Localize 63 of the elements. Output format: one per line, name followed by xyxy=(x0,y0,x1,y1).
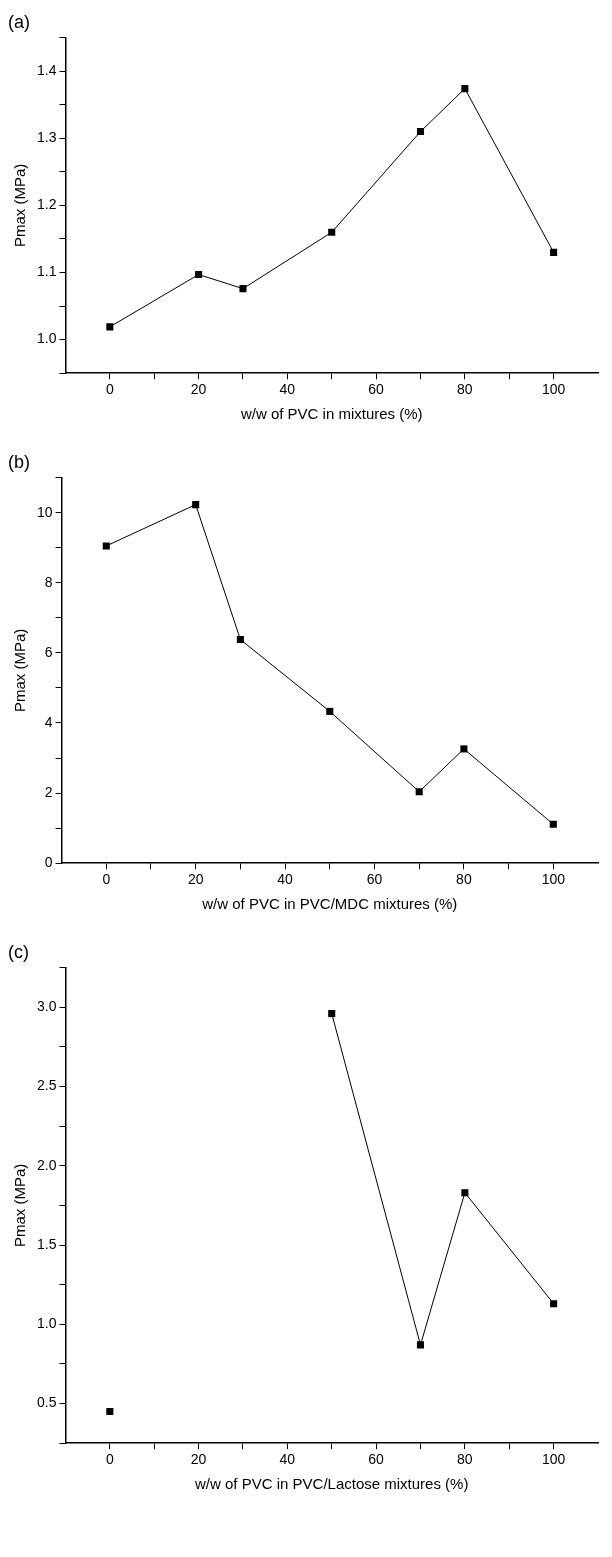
x-tick-label: 20 xyxy=(190,381,207,398)
y-axis-title: Pmax (MPa) xyxy=(11,1163,29,1248)
y-tick-label: 0.5 xyxy=(36,1394,57,1411)
x-tick-label: 40 xyxy=(279,381,296,398)
x-tick-label: 80 xyxy=(456,871,472,888)
y-tick-label: 0 xyxy=(44,854,53,871)
point xyxy=(328,1010,336,1018)
x-tick-label: 80 xyxy=(457,1451,473,1468)
x-axis-title: w/w of PVC in mixtures (%) xyxy=(239,405,423,423)
x-axis-title: w/w of PVC in PVC/Lactose mixtures (%) xyxy=(194,1475,469,1493)
x-tick-label: 100 xyxy=(541,381,566,398)
x-tick-label: 0 xyxy=(105,381,114,398)
y-tick-label: 1.0 xyxy=(36,1315,57,1332)
x-tick-label: 60 xyxy=(368,1451,385,1468)
x-tick-label: 80 xyxy=(457,381,473,398)
point xyxy=(106,323,114,331)
point xyxy=(102,542,110,550)
y-axis-title: Pmax (MPa) xyxy=(11,163,29,248)
y-tick-label: 1.2 xyxy=(36,196,57,213)
point xyxy=(549,820,557,828)
y-tick-label: 6 xyxy=(44,643,53,660)
point xyxy=(192,501,200,509)
point xyxy=(461,1189,469,1197)
point xyxy=(460,745,468,753)
point xyxy=(195,271,203,279)
y-tick-label: 2.0 xyxy=(36,1156,57,1173)
y-tick-label: 2.5 xyxy=(36,1077,57,1094)
y-tick-label: 10 xyxy=(36,503,53,520)
point xyxy=(550,248,558,256)
chart-title: (b) xyxy=(8,451,30,472)
x-tick-label: 0 xyxy=(105,1451,114,1468)
point xyxy=(550,1300,558,1308)
point xyxy=(416,1341,425,1349)
x-tick-label: 40 xyxy=(279,1451,296,1468)
x-tick-label: 20 xyxy=(190,1451,207,1468)
point xyxy=(461,85,469,93)
y-tick-label: 3.0 xyxy=(36,998,57,1015)
point xyxy=(328,228,336,236)
y-tick-label: 8 xyxy=(44,573,53,590)
point xyxy=(106,1407,114,1416)
x-tick-label: 40 xyxy=(277,871,294,888)
y-tick-label: 1.5 xyxy=(36,1235,57,1252)
x-tick-label: 100 xyxy=(541,871,566,888)
y-tick-label: 1.0 xyxy=(36,330,57,347)
x-tick-label: 60 xyxy=(366,871,383,888)
y-tick-label: 1.1 xyxy=(36,263,57,280)
chart-title: (c) xyxy=(8,941,29,962)
x-tick-label: 60 xyxy=(368,381,385,398)
y-axis-title: Pmax (MPa) xyxy=(11,628,29,713)
point xyxy=(415,788,423,796)
point xyxy=(236,636,244,644)
y-tick-label: 4 xyxy=(44,713,53,730)
y-tick-label: 1.3 xyxy=(36,129,57,146)
y-tick-label: 1.4 xyxy=(36,62,57,79)
point xyxy=(239,285,247,293)
x-axis-title: w/w of PVC in PVC/MDC mixtures (%) xyxy=(201,895,458,913)
y-tick-label: 2 xyxy=(44,783,53,800)
x-tick-label: 100 xyxy=(541,1451,566,1468)
chart-title: (a) xyxy=(8,11,30,32)
point xyxy=(326,707,334,715)
x-tick-label: 20 xyxy=(187,871,204,888)
point xyxy=(416,128,425,136)
x-tick-label: 0 xyxy=(102,871,111,888)
